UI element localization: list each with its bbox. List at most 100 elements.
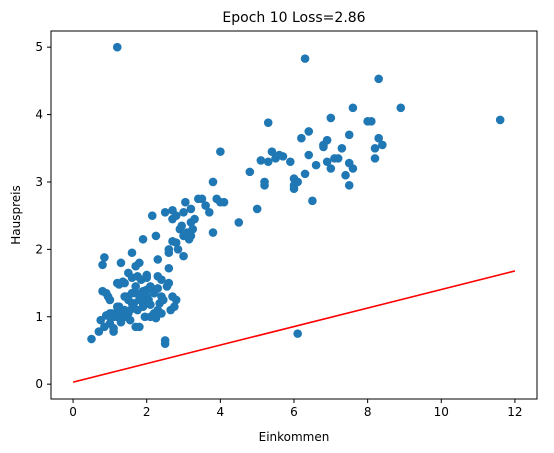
data-point	[158, 295, 168, 305]
data-point	[219, 197, 229, 207]
data-point	[87, 334, 96, 344]
data-point	[252, 204, 262, 214]
data-point	[190, 214, 199, 224]
data-point	[171, 211, 181, 220]
data-point	[112, 302, 122, 311]
data-point	[322, 135, 332, 145]
data-point	[186, 204, 196, 214]
data-point	[153, 272, 163, 281]
data-point	[326, 113, 336, 123]
data-point	[495, 115, 505, 125]
data-point	[186, 231, 196, 241]
data-point	[234, 218, 244, 227]
data-point	[374, 133, 383, 143]
y-tick-label: 0	[35, 377, 43, 391]
data-point	[116, 258, 126, 268]
data-point	[147, 211, 157, 220]
data-point	[177, 221, 187, 231]
data-point	[344, 158, 354, 168]
data-point	[131, 261, 140, 271]
data-point	[171, 295, 181, 305]
x-tick-label: 12	[507, 405, 522, 419]
data-point	[146, 300, 155, 309]
data-point	[260, 177, 269, 187]
data-point	[322, 157, 332, 167]
data-point	[293, 329, 302, 338]
data-point	[105, 295, 115, 305]
data-point	[300, 54, 310, 63]
data-point	[153, 255, 163, 264]
data-point	[112, 42, 122, 52]
data-point	[146, 282, 155, 291]
data-point	[311, 160, 321, 170]
data-point	[304, 150, 314, 160]
data-point	[330, 154, 339, 163]
data-point	[149, 309, 159, 318]
data-point	[168, 236, 177, 246]
data-point	[142, 273, 152, 282]
data-point	[300, 169, 310, 179]
y-tick-label: 5	[35, 40, 43, 54]
x-tick-label: 8	[364, 405, 372, 419]
data-point	[125, 315, 135, 325]
data-point	[173, 245, 183, 254]
data-point	[326, 164, 336, 173]
data-point	[120, 292, 129, 301]
x-tick-label: 0	[69, 405, 77, 419]
y-tick-label: 1	[35, 310, 43, 324]
data-point	[188, 224, 198, 234]
data-point	[308, 196, 317, 206]
data-point	[341, 170, 350, 180]
data-point	[370, 154, 380, 163]
data-point	[245, 167, 255, 177]
data-point	[374, 74, 383, 84]
data-point	[105, 312, 115, 322]
data-point	[138, 234, 148, 244]
data-point	[94, 327, 104, 336]
data-point	[205, 208, 214, 217]
y-tick-label: 4	[35, 108, 43, 122]
data-point	[105, 319, 115, 328]
data-point	[208, 177, 218, 187]
data-point	[289, 181, 299, 190]
data-point	[120, 278, 129, 288]
data-point	[367, 117, 376, 126]
points-layer	[87, 42, 505, 349]
data-point	[164, 278, 174, 288]
data-point	[179, 251, 188, 261]
data-point	[151, 231, 161, 241]
data-point	[181, 197, 190, 207]
data-point	[370, 143, 380, 153]
data-point	[267, 147, 277, 156]
y-tick-label: 3	[35, 175, 43, 189]
data-point	[256, 156, 266, 165]
data-point	[208, 228, 218, 237]
data-point	[127, 248, 137, 258]
data-point	[344, 181, 354, 190]
data-point	[157, 309, 166, 318]
x-axis-label: Einkommen	[259, 430, 330, 444]
x-tick-label: 4	[217, 405, 225, 419]
data-point	[197, 194, 207, 204]
data-point	[142, 292, 152, 301]
data-point	[216, 147, 225, 156]
data-point	[98, 260, 107, 270]
data-point	[164, 263, 174, 273]
data-point	[153, 284, 163, 293]
y-axis-label: Hauspreis	[9, 185, 23, 245]
data-point	[131, 282, 140, 291]
data-point	[201, 201, 210, 210]
x-tick-label: 2	[143, 405, 151, 419]
x-tick-label: 6	[290, 405, 298, 419]
data-point	[135, 322, 144, 332]
data-point	[297, 133, 306, 143]
data-point	[396, 103, 406, 113]
data-point	[344, 130, 354, 140]
data-point	[286, 157, 295, 167]
data-point	[179, 208, 188, 217]
chart-title: Epoch 10 Loss=2.86	[222, 10, 365, 26]
y-tick-label: 2	[35, 242, 43, 256]
